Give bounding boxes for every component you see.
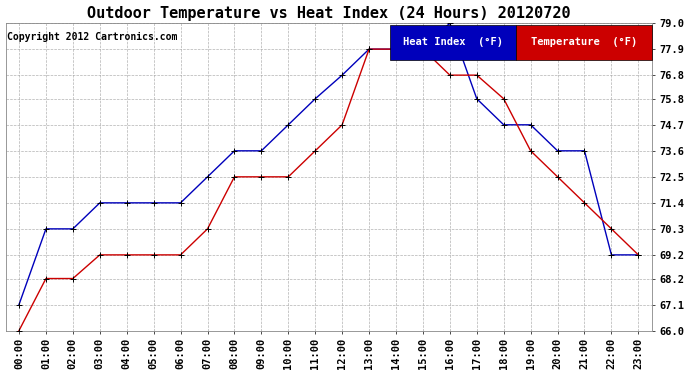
Title: Outdoor Temperature vs Heat Index (24 Hours) 20120720: Outdoor Temperature vs Heat Index (24 Ho…: [87, 6, 571, 21]
Text: Heat Index  (°F): Heat Index (°F): [403, 38, 503, 47]
Text: Temperature  (°F): Temperature (°F): [531, 38, 637, 47]
FancyBboxPatch shape: [390, 25, 516, 60]
Text: Copyright 2012 Cartronics.com: Copyright 2012 Cartronics.com: [7, 32, 177, 42]
FancyBboxPatch shape: [516, 25, 652, 60]
